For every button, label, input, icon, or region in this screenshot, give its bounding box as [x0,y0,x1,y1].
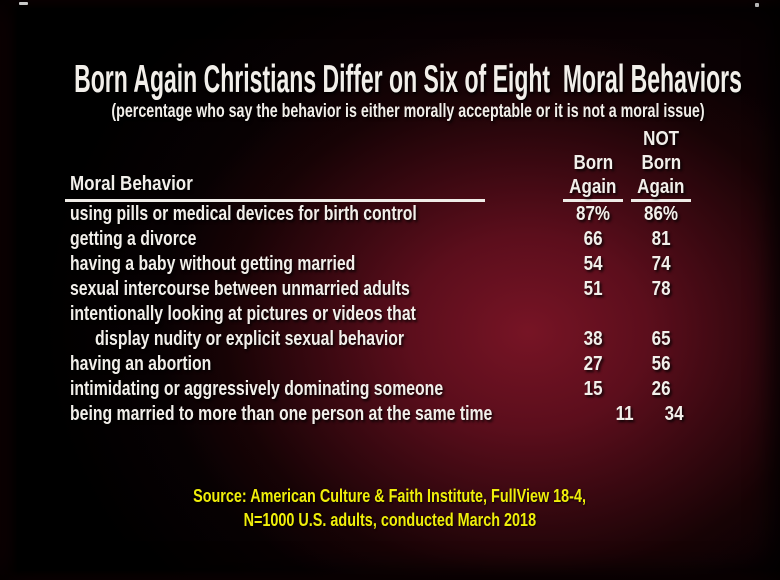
row-value-born-again: 51 [583,278,603,300]
born-again-column-header: Born Again [563,151,623,202]
row-label: using pills or medical devices for birth… [70,203,417,225]
row-label: sexual intercourse between unmarried adu… [70,278,410,300]
row-value-not-born-again: 78 [651,278,671,300]
not-born-again-header-line-3: Again [631,175,691,202]
row-label: having a baby without getting married [70,253,356,275]
row-value-not-born-again: 34 [664,403,684,425]
row-value-not-born-again: 26 [651,378,671,400]
row-value-born-again: 66 [583,228,603,250]
not-born-again-header-line-2: Born [641,152,681,174]
table-row-line: getting a divorce 66 81 [70,227,694,252]
row-value-not-born-again: 74 [651,253,671,275]
source-note: Source: American Culture & Faith Institu… [0,484,780,532]
row-label: intentionally looking at pictures or vid… [70,303,416,325]
not-born-again-column-header: NOT Born Again [631,127,691,202]
frame-edge-top [0,0,780,9]
frame-edge-bottom [0,570,780,580]
photo-artifact-speck-right [755,3,759,7]
row-value-born-again: 11 [615,403,634,425]
row-value-born-again: 38 [583,328,603,350]
row-value-not-born-again: 86% [643,203,679,225]
row-value-not-born-again: 65 [651,328,671,350]
behavior-column-header: Moral Behavior [65,173,563,202]
table-row-line: being married to more than one person at… [70,402,694,427]
table-row-line: display nudity or explicit sexual behavi… [70,327,694,352]
table-row-line: using pills or medical devices for birth… [70,202,694,227]
not-born-again-header-line-1: NOT [643,128,679,150]
source-line-1: Source: American Culture & Faith Institu… [193,486,587,506]
row-value-born-again: 87% [575,203,611,225]
table-row-line: sexual intercourse between unmarried adu… [70,277,694,302]
table-body: using pills or medical devices for birth… [70,202,694,427]
behavior-header-underline: Moral Behavior [65,173,485,202]
row-value-born-again: 54 [583,253,603,275]
row-value-born-again: 27 [583,353,603,375]
page-subtitle-text: (percentage who say the behavior is eith… [111,101,705,122]
table-row-line: intentionally looking at pictures or vid… [70,302,694,327]
frame-edge-left [0,0,18,580]
table-row-line: having a baby without getting married 54 7… [70,252,694,277]
row-value-born-again: 15 [583,378,603,400]
row-label: intimidating or aggressively dominating … [70,378,444,400]
row-label: being married to more than one person at… [70,403,493,425]
photo-artifact-speck-left [19,2,28,5]
table-row-line: having an abortion 27 56 [70,352,694,377]
row-label: having an abortion [70,353,212,375]
row-value-not-born-again: 81 [651,228,671,250]
table-row-line: intimidating or aggressively dominating … [70,377,694,402]
born-again-header-line-1: Born [573,152,613,174]
page-title-text: Born Again Christians Differ on Six of E… [73,58,742,101]
table-header: Moral Behavior Born Again NOT Born [65,127,694,202]
source-line-2: N=1000 U.S. adults, conducted March 2018 [243,510,537,530]
born-again-header-line-2: Again [563,175,623,202]
moral-behavior-table: Moral Behavior Born Again NOT Born [65,127,694,427]
row-label: getting a divorce [70,228,197,250]
row-label: display nudity or explicit sexual behavi… [95,328,405,350]
behavior-header-label: Moral Behavior [70,173,193,195]
row-value-not-born-again: 56 [651,353,671,375]
